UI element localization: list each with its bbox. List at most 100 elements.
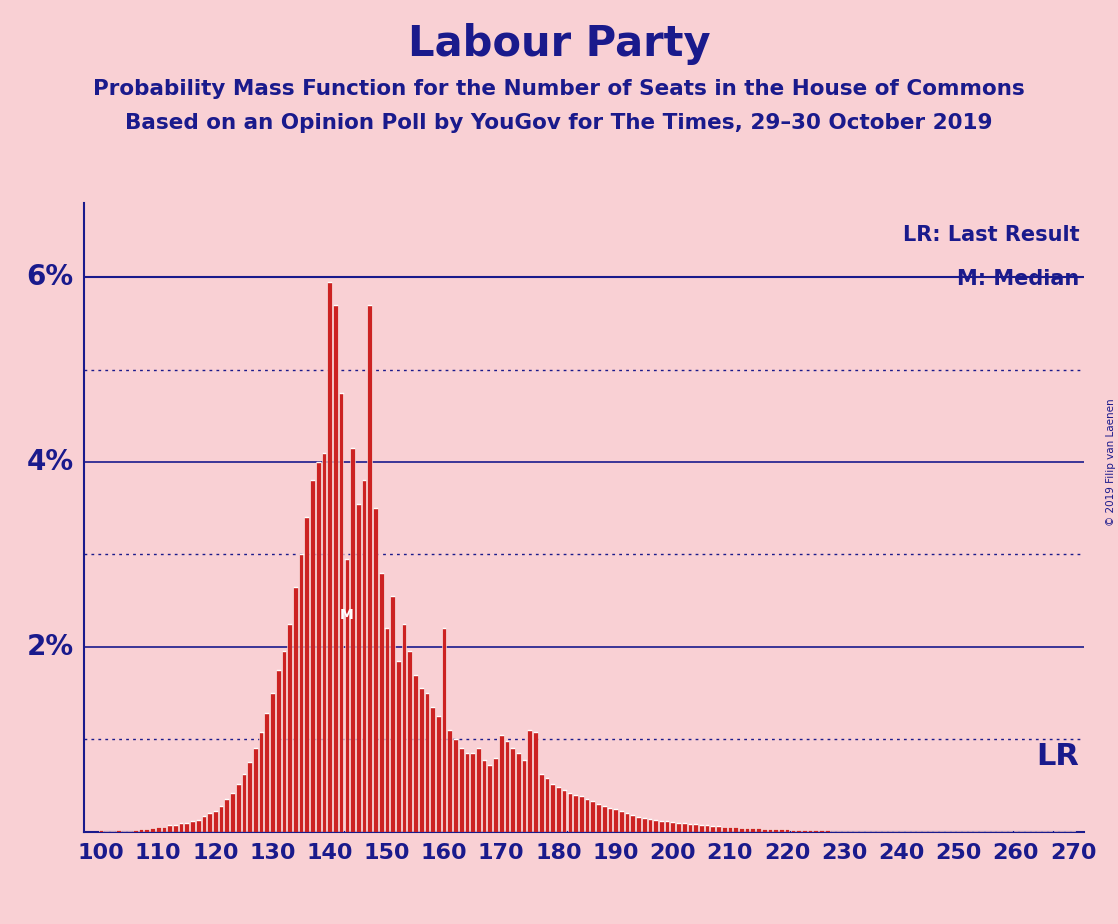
Bar [401,624,406,832]
Bar [665,821,670,832]
Bar [333,305,338,832]
Bar [219,806,224,832]
Text: LR: LR [1036,742,1080,771]
Bar [258,732,264,832]
Bar [168,825,172,832]
Bar [659,821,664,832]
Bar [116,830,121,832]
Text: M: Median: M: Median [957,269,1080,289]
Bar [419,688,424,832]
Bar [790,830,795,832]
Bar [601,806,606,832]
Bar [127,831,132,832]
Bar [173,825,178,832]
Bar [653,820,659,832]
Bar [699,825,703,832]
Bar [230,793,235,832]
Bar [425,693,429,832]
Bar [528,730,532,832]
Bar [836,831,841,832]
Bar [533,732,538,832]
Bar [482,760,486,832]
Bar [214,811,218,832]
Bar [585,799,589,832]
Bar [688,824,692,832]
Bar [265,713,269,832]
Bar [831,831,835,832]
Bar [579,796,584,832]
Bar [739,828,743,832]
Bar [847,831,852,832]
Bar [710,826,716,832]
Bar [785,829,789,832]
Bar [865,831,870,832]
Bar [328,282,332,832]
Bar [779,829,784,832]
Bar [517,753,521,832]
Bar [150,828,154,832]
Bar [768,829,773,832]
Bar [745,828,749,832]
Bar [893,831,898,832]
Bar [625,813,629,832]
Bar [271,693,275,832]
Bar [590,801,595,832]
Bar [619,811,624,832]
Bar [842,831,846,832]
Bar [825,830,830,832]
Bar [717,826,721,832]
Bar [299,554,303,832]
Bar [430,707,435,832]
Bar [499,735,503,832]
Bar [671,822,675,832]
Bar [287,624,292,832]
Bar [184,823,189,832]
Bar [882,831,887,832]
Bar [373,508,378,832]
Bar [139,829,143,832]
Bar [574,795,578,832]
Bar [814,830,818,832]
Text: Based on an Opinion Poll by YouGov for The Times, 29–30 October 2019: Based on an Opinion Poll by YouGov for T… [125,113,993,133]
Bar [614,809,618,832]
Bar [796,830,800,832]
Bar [750,828,755,832]
Bar [802,830,806,832]
Bar [316,462,321,832]
Bar [344,559,349,832]
Bar [465,753,470,832]
Bar [225,799,229,832]
Bar [471,753,475,832]
Bar [888,831,892,832]
Bar [122,831,126,832]
Text: LR: Last Result: LR: Last Result [903,225,1080,245]
Bar [728,827,732,832]
Bar [155,827,161,832]
Text: Labour Party: Labour Party [408,23,710,65]
Bar [356,504,361,832]
Text: 6%: 6% [27,263,74,291]
Text: © 2019 Filip van Laenen: © 2019 Filip van Laenen [1106,398,1116,526]
Bar [904,831,910,832]
Bar [310,480,315,832]
Bar [510,748,515,832]
Text: 4%: 4% [27,448,74,476]
Bar [568,793,572,832]
Bar [390,596,395,832]
Bar [110,831,115,832]
Bar [493,758,498,832]
Bar [322,453,326,832]
Bar [104,831,110,832]
Bar [253,748,258,832]
Bar [544,778,549,832]
Bar [201,816,206,832]
Bar [162,827,167,832]
Bar [196,820,200,832]
Bar [190,821,195,832]
Bar [436,716,440,832]
Text: Probability Mass Function for the Number of Seats in the House of Commons: Probability Mass Function for the Number… [93,79,1025,99]
Bar [414,675,418,832]
Bar [385,628,389,832]
Bar [247,762,252,832]
Bar [241,774,246,832]
